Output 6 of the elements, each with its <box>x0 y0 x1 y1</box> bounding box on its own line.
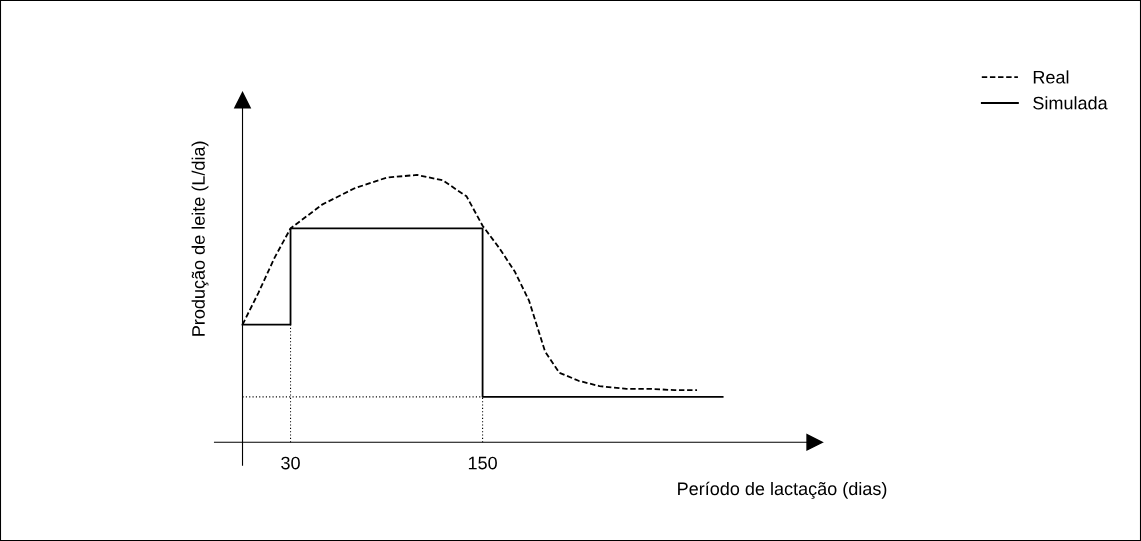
x-tick-label: 150 <box>468 456 497 470</box>
y-axis-title: Produção de leite (L/dia) <box>191 141 209 336</box>
legend-label: Real <box>1033 70 1069 84</box>
legend-label: Simulada <box>1033 96 1108 110</box>
x-tick-label: 30 <box>281 456 300 470</box>
x-axis-title: Período de lactação (dias) <box>678 481 887 499</box>
